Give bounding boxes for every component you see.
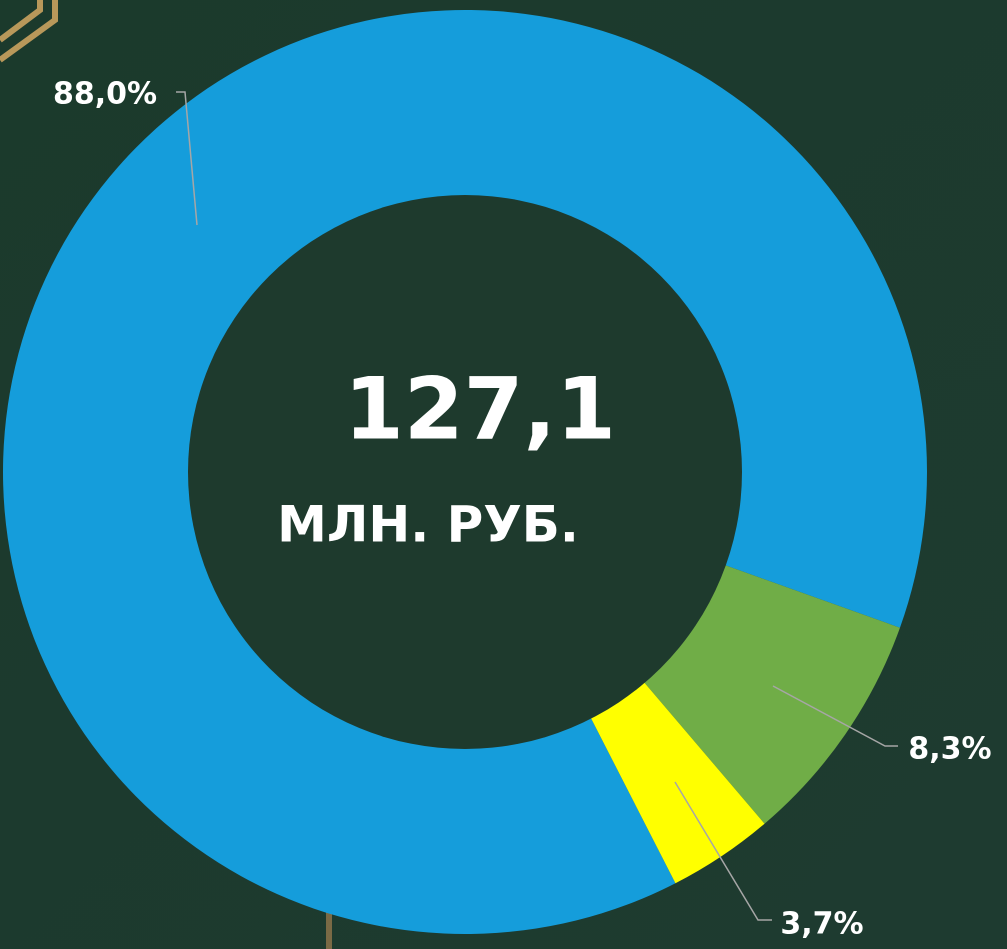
data-label: 3,7%	[780, 907, 863, 942]
center-unit: МЛН. РУБ.	[277, 496, 579, 554]
page: 127,1 МЛН. РУБ. 88,0%8,3%3,7% (() => { c…	[0, 0, 1007, 949]
center-value: 127,1	[344, 359, 616, 459]
data-label: 8,3%	[908, 732, 991, 767]
donut-hole	[188, 195, 742, 749]
chart: 127,1 МЛН. РУБ. 88,0% 8,3% 3,7%	[0, 0, 1007, 949]
decor-post	[326, 910, 332, 949]
data-label: 88,0%	[53, 77, 157, 112]
